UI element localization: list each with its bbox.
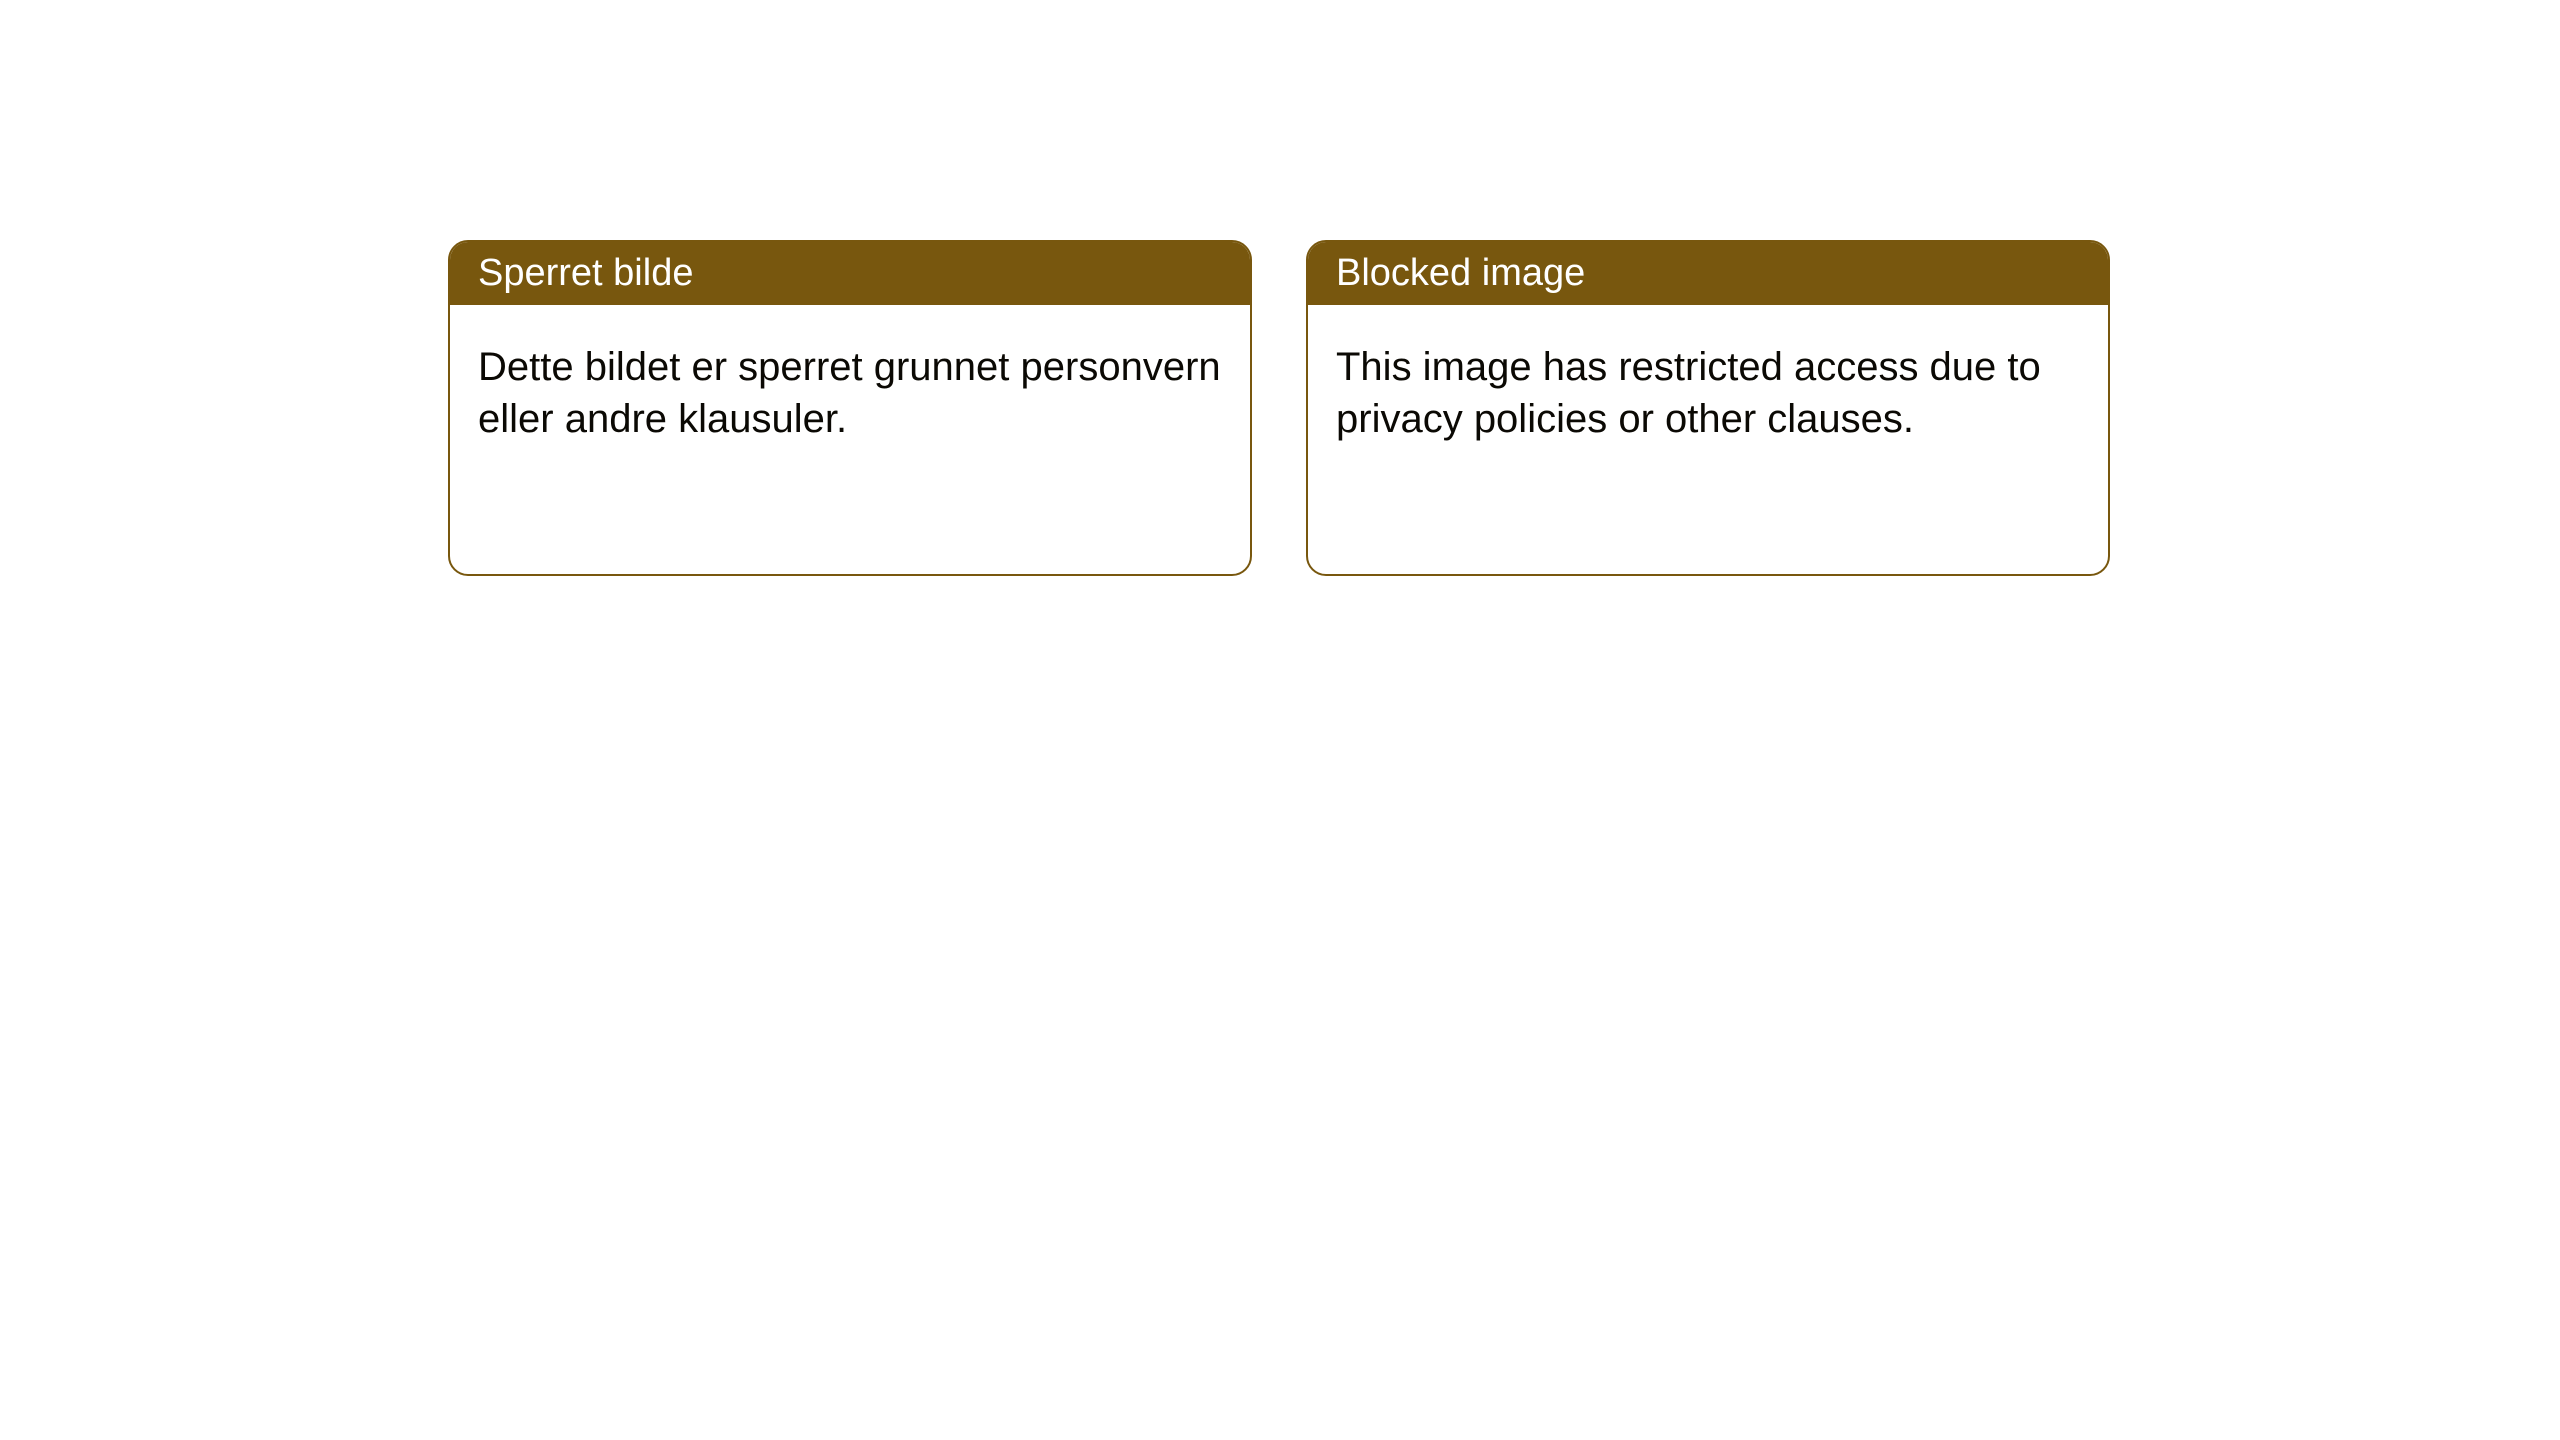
notice-card-norwegian: Sperret bilde Dette bildet er sperret gr… (448, 240, 1252, 576)
notice-container: Sperret bilde Dette bildet er sperret gr… (0, 0, 2560, 576)
card-title: Sperret bilde (478, 252, 693, 294)
card-body-text: Dette bildet er sperret grunnet personve… (478, 345, 1221, 441)
card-header: Blocked image (1308, 242, 2108, 305)
card-body: Dette bildet er sperret grunnet personve… (450, 305, 1250, 481)
card-body: This image has restricted access due to … (1308, 305, 2108, 481)
card-title: Blocked image (1336, 252, 1585, 294)
notice-card-english: Blocked image This image has restricted … (1306, 240, 2110, 576)
card-header: Sperret bilde (450, 242, 1250, 305)
card-body-text: This image has restricted access due to … (1336, 345, 2041, 441)
